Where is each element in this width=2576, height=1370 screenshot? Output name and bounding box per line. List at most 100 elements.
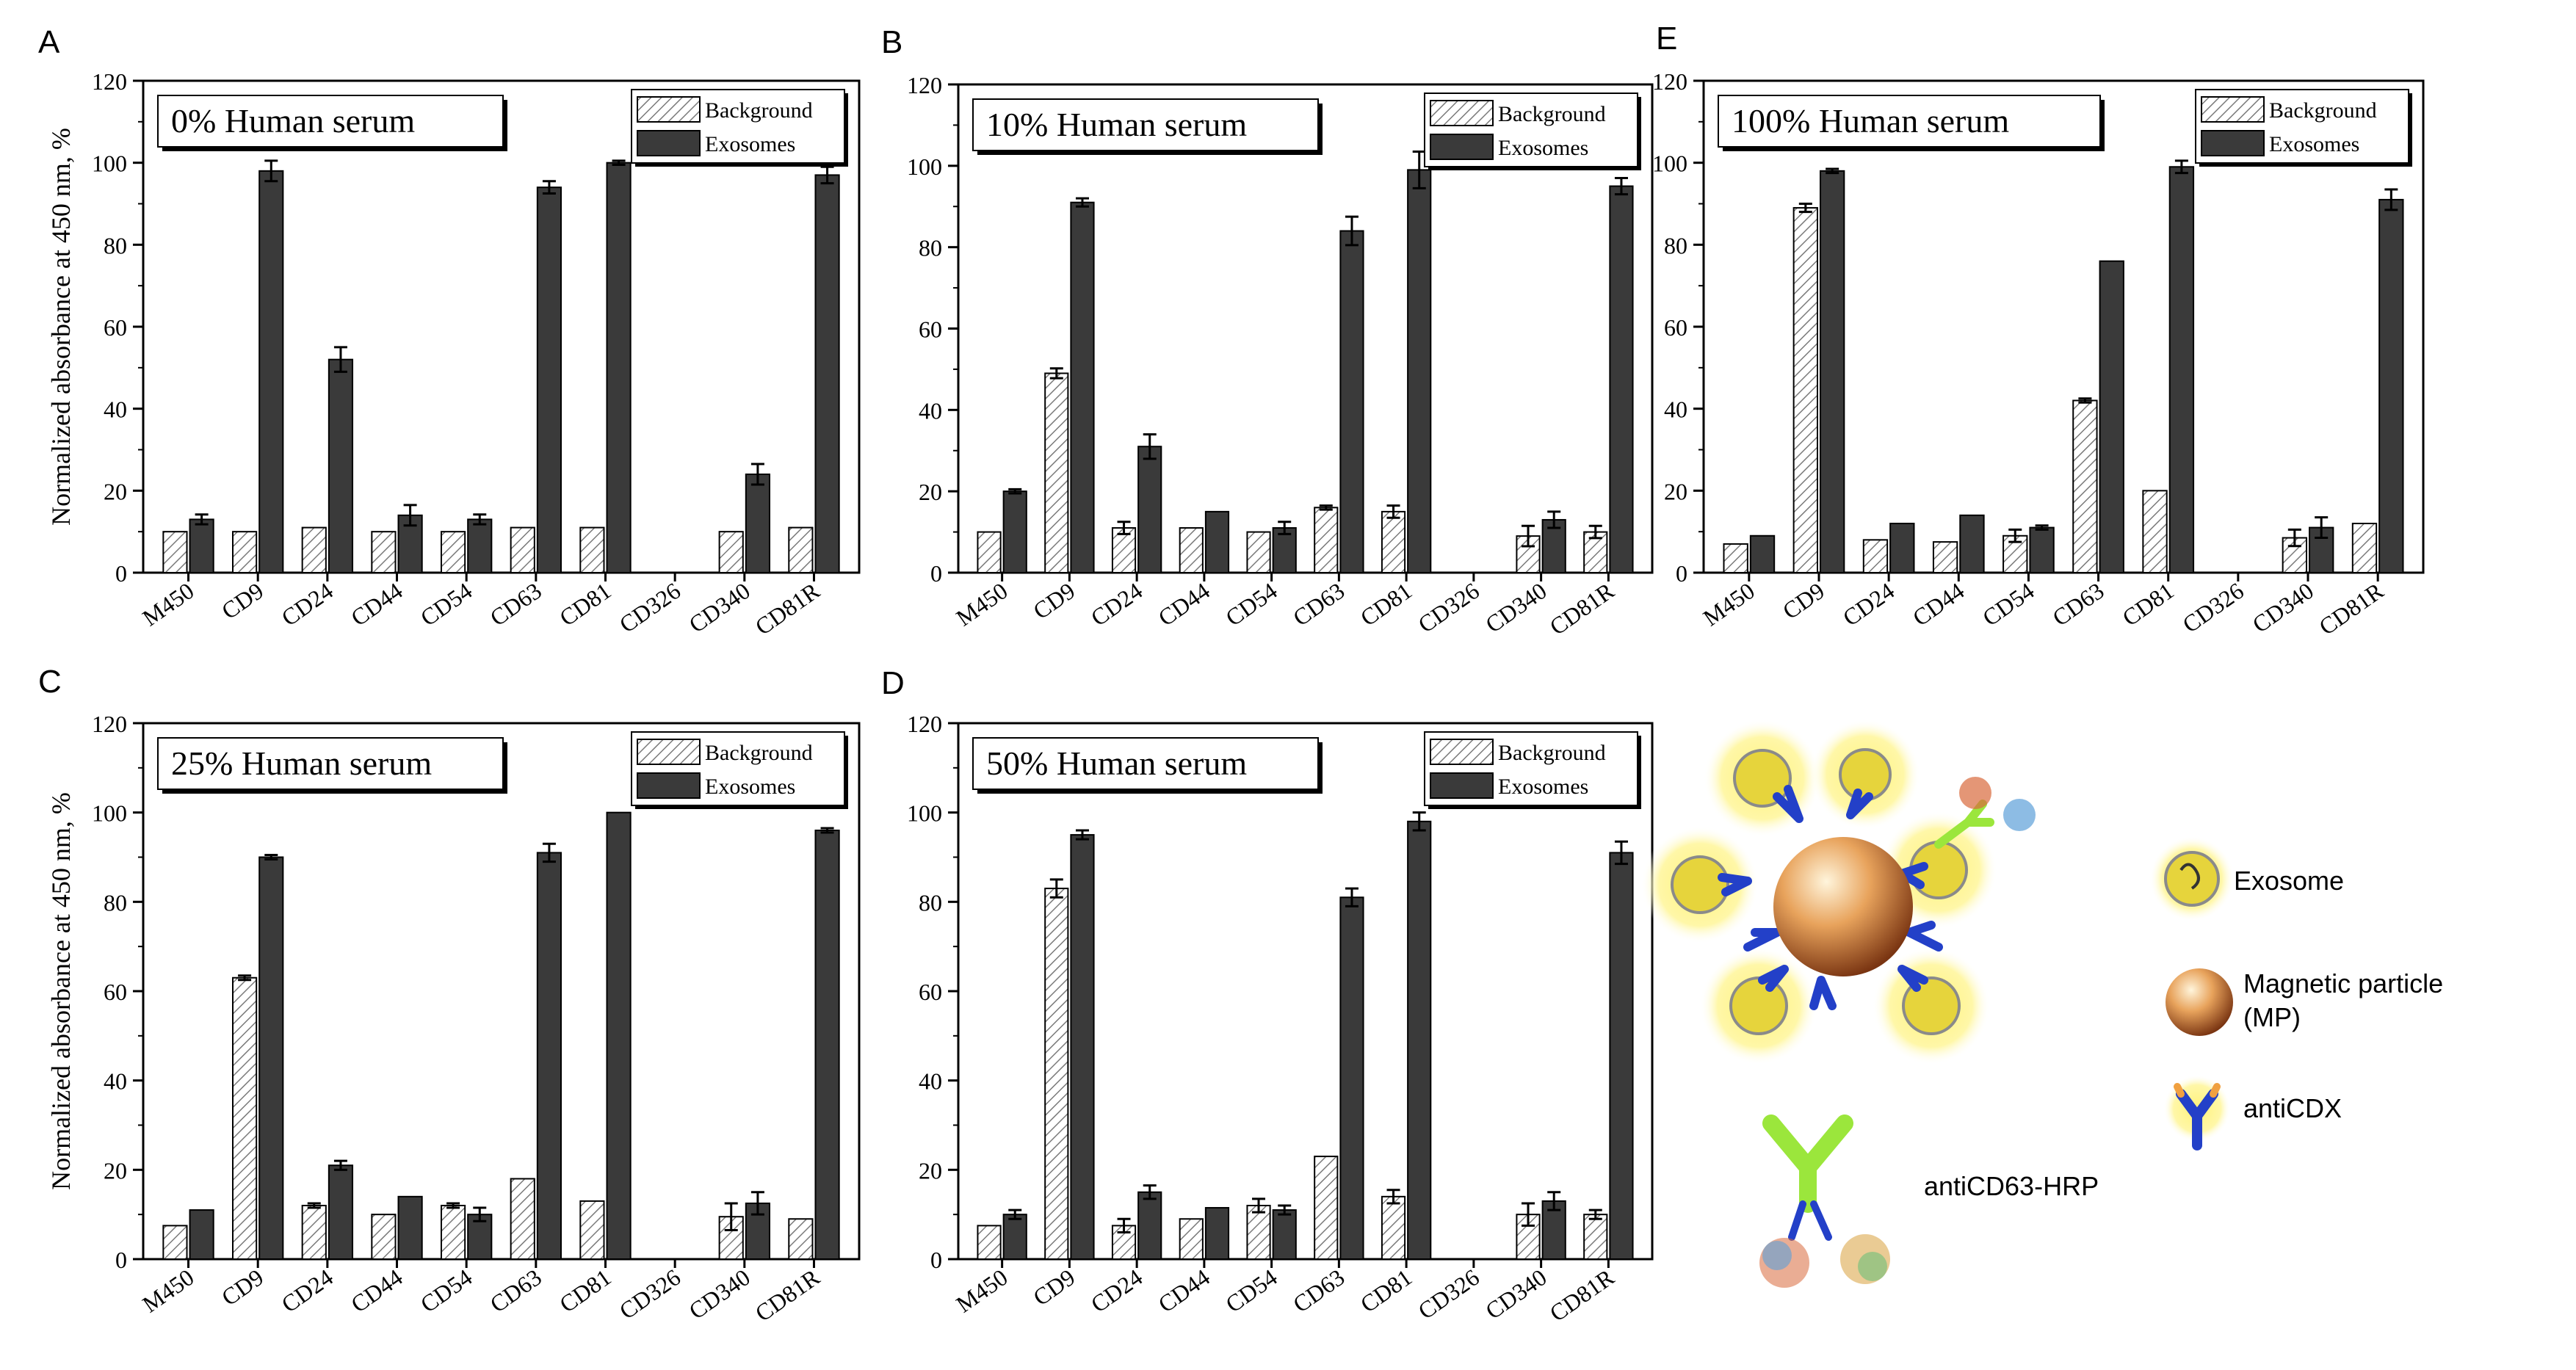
- x-tick-label: M450: [951, 1264, 1012, 1317]
- exosome-bodies: [1671, 748, 1968, 1035]
- y-tick-label: 60: [919, 316, 942, 343]
- y-tick-label: 0: [115, 560, 127, 587]
- x-tick-label: CD81: [1356, 577, 1417, 631]
- legend-label-exosomes: Exosomes: [1498, 775, 1588, 799]
- y-tick-label: 20: [919, 1157, 942, 1184]
- y-tick-label: 80: [1664, 232, 1687, 258]
- legend-label-exosomes: Exosomes: [705, 775, 795, 799]
- x-tick-label: CD340: [1480, 577, 1551, 638]
- schematic-illustration: Exosome Magnetic particle (MP) antiCDX a…: [1641, 720, 2443, 1288]
- bar-background: [301, 1205, 327, 1260]
- bar-background: [1044, 888, 1069, 1261]
- bar-exosomes: [1749, 534, 1776, 573]
- bar-exosomes: [1272, 1209, 1297, 1261]
- x-tick-label: M450: [137, 577, 198, 631]
- bar-background: [1044, 372, 1069, 573]
- y-tick-label: 120: [907, 711, 942, 737]
- bar-exosomes: [1002, 1214, 1027, 1260]
- x-tick-label: CD81R: [1545, 1264, 1619, 1327]
- x-tick-label: CD63: [485, 577, 546, 631]
- bar-background: [1792, 207, 1818, 573]
- bar-exosomes: [1407, 169, 1432, 573]
- x-tick-label: CD326: [615, 1264, 685, 1324]
- bar-exosomes: [1339, 230, 1364, 573]
- panel-title: 100% Human serum: [1732, 102, 2009, 139]
- bar-background: [1246, 1205, 1271, 1260]
- title-box: [157, 95, 504, 148]
- chart-panel-a: A 0 20 40 60 80 100 120 Normalized absorbance at…: [38, 24, 861, 640]
- y-tick-label: 60: [919, 979, 942, 1005]
- bar-exosomes: [189, 518, 214, 574]
- x-tick-label: M450: [137, 1264, 198, 1317]
- bar-exosomes: [1137, 1191, 1162, 1260]
- bar-exosomes: [2378, 198, 2404, 573]
- bar-exosomes: [814, 174, 840, 573]
- legend-anticd63-hrp-label: antiCD63-HRP: [1924, 1171, 2099, 1201]
- y-tick-label: 80: [919, 235, 942, 261]
- legend-anticd63-hrp-icon: [1759, 1115, 1890, 1288]
- bar-exosomes: [1959, 514, 1985, 573]
- bar-exosomes: [1002, 490, 1027, 574]
- bar-exosomes: [1889, 523, 1915, 573]
- bar-background: [1314, 507, 1339, 573]
- bar-exosomes: [397, 1195, 423, 1261]
- y-tick-label: 80: [104, 232, 127, 258]
- panel-letter: A: [38, 24, 60, 60]
- bar-background: [788, 526, 814, 573]
- x-tick-label: CD9: [1028, 1264, 1079, 1311]
- bar-exosomes: [2099, 260, 2124, 573]
- x-tick-label: CD63: [1288, 577, 1349, 631]
- bar-background: [371, 1214, 397, 1260]
- legend-swatch-exosomes: [2201, 130, 2265, 156]
- y-tick-label: 120: [92, 711, 127, 737]
- x-tick-label: CD81R: [1545, 577, 1619, 640]
- bar-background: [2142, 490, 2168, 573]
- bar-exosomes: [1204, 1207, 1230, 1260]
- y-tick-label: 120: [1652, 68, 1687, 95]
- legend-swatch-background: [1430, 100, 1494, 126]
- x-tick-label: CD81R: [2314, 577, 2388, 640]
- legend-magnetic-particle-label-2: (MP): [2243, 1002, 2301, 1032]
- bar-exosomes: [814, 830, 840, 1260]
- bar-exosomes: [1070, 834, 1095, 1261]
- x-tick-label: CD326: [615, 577, 685, 638]
- panel-letter: E: [1656, 21, 1677, 57]
- bar-exosomes: [606, 811, 632, 1260]
- bar-exosomes: [606, 162, 632, 573]
- y-tick-label: 20: [919, 479, 942, 505]
- bar-exosomes: [1407, 820, 1432, 1261]
- x-tick-label: CD326: [1414, 1264, 1484, 1324]
- bar-background: [1179, 527, 1204, 574]
- bar-exosomes: [258, 856, 284, 1260]
- x-tick-label: CD24: [1086, 1264, 1147, 1317]
- legend-anticdx-icon: [2163, 1075, 2231, 1150]
- y-tick-label: 0: [930, 560, 942, 587]
- anticd63-hrp-bound: [1934, 777, 2036, 849]
- legend-exosome-label: Exosome: [2234, 866, 2344, 896]
- x-tick-label: CD340: [2248, 577, 2318, 638]
- legend-label-background: Background: [2269, 98, 2377, 123]
- x-tick-label: CD63: [485, 1264, 546, 1317]
- x-tick-label: CD44: [1908, 577, 1969, 631]
- x-tick-label: CD54: [1220, 577, 1281, 631]
- x-tick-label: CD9: [217, 577, 268, 624]
- y-tick-label: 40: [919, 397, 942, 424]
- y-tick-label: 0: [115, 1247, 127, 1273]
- title-box: [972, 98, 1319, 151]
- bar-background: [579, 526, 605, 573]
- panel-title: 10% Human serum: [986, 106, 1247, 143]
- y-tick-label: 20: [1664, 478, 1687, 504]
- y-tick-label: 80: [104, 889, 127, 916]
- legend-label-background: Background: [705, 741, 813, 765]
- legend-magnetic-particle-label: Magnetic particle: [2243, 968, 2443, 998]
- x-tick-label: CD24: [1086, 577, 1147, 631]
- x-tick-label: CD44: [1154, 577, 1215, 631]
- y-tick-label: 0: [1676, 560, 1687, 587]
- x-tick-label: CD81R: [750, 1264, 825, 1327]
- legend-anticdx-label: antiCDX: [2243, 1093, 2342, 1123]
- y-tick-label: 40: [1664, 396, 1687, 423]
- bar-background: [1179, 1218, 1204, 1260]
- exosome-capture-complex: [1641, 720, 2036, 1065]
- title-box: [157, 737, 504, 790]
